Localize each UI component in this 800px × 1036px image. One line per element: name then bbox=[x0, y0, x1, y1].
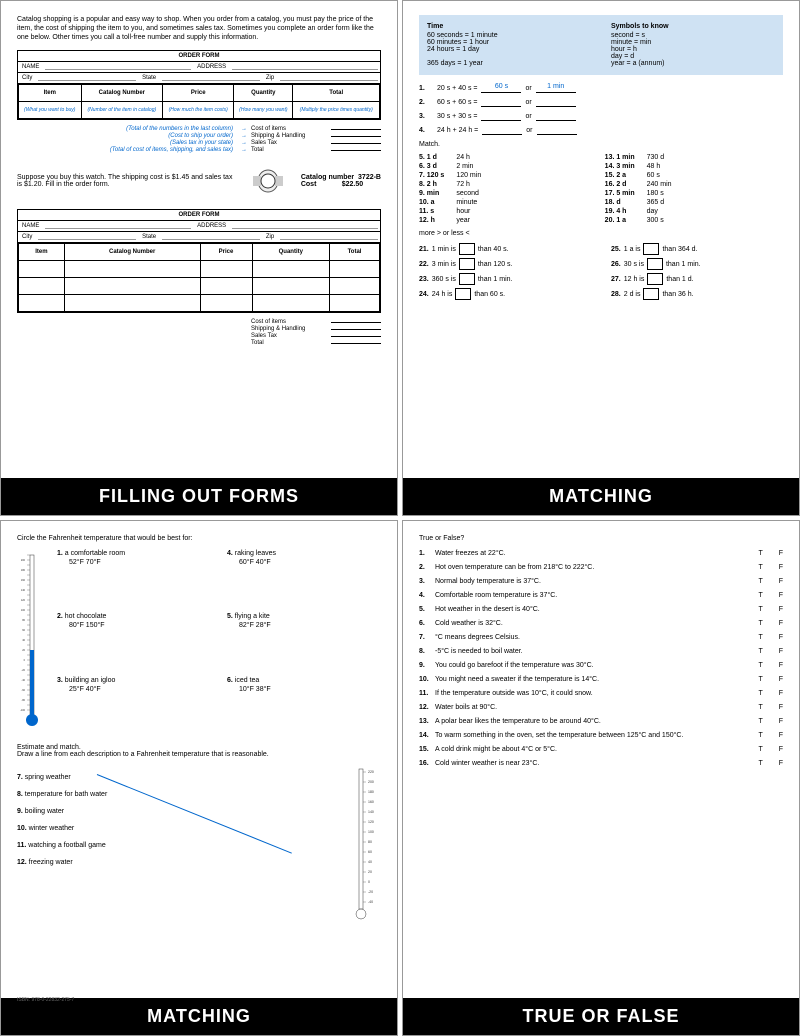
estimate-header: Estimate and match. Draw a line from eac… bbox=[17, 744, 381, 758]
svg-text:120: 120 bbox=[368, 820, 374, 824]
temp-questions: 1. a comfortable room52°F 70°F4. raking … bbox=[57, 550, 381, 732]
circle-header: Circle the Fahrenheit temperature that w… bbox=[17, 535, 381, 542]
match-grid: 5. 1 d24 h13. 1 min730 d6. 3 d2 min14. 3… bbox=[419, 154, 783, 224]
svg-text:-40: -40 bbox=[368, 900, 373, 904]
svg-text:220: 220 bbox=[368, 770, 374, 774]
svg-text:40: 40 bbox=[368, 860, 372, 864]
page-title: MATCHING bbox=[403, 478, 799, 515]
fill-questions: 1.20 s + 40 s =60 sor1 min2.60 s + 60 s … bbox=[419, 83, 783, 135]
thermometer-right: 220200180160140120100806040200-20-40 bbox=[341, 764, 381, 926]
page-title: FILLING OUT FORMS bbox=[1, 478, 397, 515]
svg-text:180: 180 bbox=[368, 790, 374, 794]
tf-header: True or False? bbox=[419, 535, 783, 542]
svg-text:140: 140 bbox=[21, 589, 26, 592]
watch-icon bbox=[243, 161, 293, 201]
match-label: Match. bbox=[419, 141, 783, 148]
svg-text:140: 140 bbox=[368, 810, 374, 814]
svg-text:40: 40 bbox=[22, 639, 25, 642]
svg-text:80: 80 bbox=[368, 840, 372, 844]
watch-section: Suppose you buy this watch. The shipping… bbox=[17, 161, 381, 201]
tf-list: 1.Water freezes at 22°C.TF2.Hot oven tem… bbox=[419, 550, 783, 767]
page-matching-time: Time60 seconds = 1 minute60 minutes = 1 … bbox=[402, 0, 800, 516]
order-form-2: ORDER FORM NAMEADDRESS CityStateZip Item… bbox=[17, 209, 381, 313]
page-title: TRUE OR FALSE bbox=[403, 998, 799, 1035]
svg-text:160: 160 bbox=[368, 800, 374, 804]
svg-text:20: 20 bbox=[368, 870, 372, 874]
svg-text:-100: -100 bbox=[20, 709, 26, 712]
svg-text:-60: -60 bbox=[21, 689, 25, 692]
svg-text:20: 20 bbox=[22, 649, 25, 652]
svg-text:100: 100 bbox=[368, 830, 374, 834]
svg-text:-20: -20 bbox=[21, 669, 25, 672]
comp-label: more > or less < bbox=[419, 230, 783, 237]
svg-text:100: 100 bbox=[21, 609, 26, 612]
svg-text:200: 200 bbox=[21, 559, 26, 562]
thermometer-left: 200180160140120100806040200-20-40-60-80-… bbox=[17, 550, 47, 732]
page-true-false: True or False? 1.Water freezes at 22°C.T… bbox=[402, 520, 800, 1036]
svg-text:60: 60 bbox=[22, 629, 25, 632]
summary-2: Cost of itemsShipping & HandlingSales Ta… bbox=[17, 319, 381, 346]
svg-text:-20: -20 bbox=[368, 890, 373, 894]
svg-text:180: 180 bbox=[21, 569, 26, 572]
svg-text:-80: -80 bbox=[21, 699, 25, 702]
svg-text:160: 160 bbox=[21, 579, 26, 582]
page-forms: Catalog shopping is a popular and easy w… bbox=[0, 0, 398, 516]
time-info-box: Time60 seconds = 1 minute60 minutes = 1 … bbox=[419, 15, 783, 75]
match-descriptions: 7. spring weather8. temperature for bath… bbox=[17, 764, 321, 926]
svg-text:60: 60 bbox=[368, 850, 372, 854]
svg-text:200: 200 bbox=[368, 780, 374, 784]
svg-text:80: 80 bbox=[22, 619, 25, 622]
order-form-1: ORDER FORM NAMEADDRESS CityStateZip Item… bbox=[17, 50, 381, 120]
svg-text:0: 0 bbox=[24, 659, 26, 662]
svg-text:0: 0 bbox=[368, 880, 370, 884]
isbn: ISBN: 978-0-22832-275-7 bbox=[17, 997, 74, 998]
svg-text:-40: -40 bbox=[21, 679, 25, 682]
intro-text: Catalog shopping is a popular and easy w… bbox=[17, 15, 381, 42]
summary-1: (Total of the numbers in the last column… bbox=[17, 126, 381, 153]
svg-text:120: 120 bbox=[21, 599, 26, 602]
comparison-grid: 21. 1 min is than 40 s.25. 1 a is than 3… bbox=[419, 243, 783, 300]
worksheet-grid: Catalog shopping is a popular and easy w… bbox=[0, 0, 800, 1036]
page-matching-temp: Circle the Fahrenheit temperature that w… bbox=[0, 520, 398, 1036]
page-title: MATCHING bbox=[1, 998, 397, 1035]
